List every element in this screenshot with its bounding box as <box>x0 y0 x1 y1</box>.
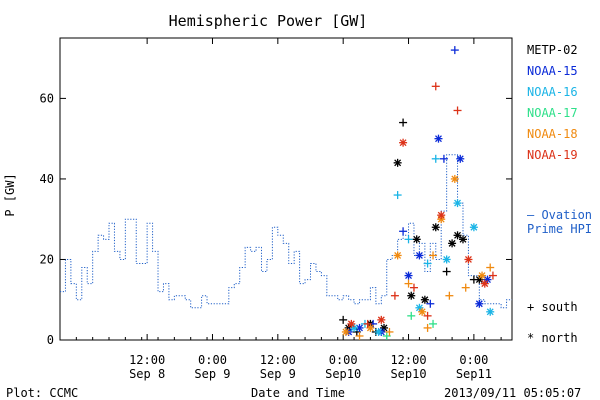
data-point-noaa-18 <box>385 327 394 336</box>
data-point-metp-02 <box>475 275 484 284</box>
data-point-noaa-18 <box>355 331 364 340</box>
chart-title: Hemispheric Power [GW] <box>169 12 368 30</box>
data-point-noaa-19 <box>399 138 408 147</box>
x-tick-label-date: Sep 9 <box>260 367 296 381</box>
data-point-metp-02 <box>393 158 402 167</box>
x-tick-label-time: 12:00 <box>390 353 426 367</box>
x-tick-label-time: 0:00 <box>198 353 227 367</box>
data-point-metp-02 <box>442 267 451 276</box>
legend-entry-noaa-19: NOAA-19 <box>527 148 578 162</box>
marker-key-south: + south <box>527 300 578 314</box>
y-tick-label: 0 <box>47 333 54 347</box>
plot-credit: Plot: CCMC <box>6 386 78 400</box>
data-point-noaa-16 <box>415 303 424 312</box>
legend-entry-noaa-15: NOAA-15 <box>527 64 578 78</box>
data-point-noaa-15 <box>450 46 459 55</box>
marker-key-north: * north <box>527 331 578 345</box>
x-tick-label-time: 0:00 <box>329 353 358 367</box>
data-point-noaa-16 <box>453 199 462 208</box>
x-tick-label-date: Sep10 <box>325 367 361 381</box>
data-point-noaa-16 <box>423 259 432 268</box>
data-point-noaa-19 <box>480 279 489 288</box>
ovation-hpi-line <box>60 154 512 309</box>
data-point-metp-02 <box>412 235 421 244</box>
data-point-metp-02 <box>431 223 440 232</box>
y-tick-label: 20 <box>40 252 54 266</box>
data-point-metp-02 <box>339 315 348 324</box>
data-point-noaa-19 <box>390 291 399 300</box>
y-axis-label: P [GW] <box>3 173 17 216</box>
data-point-noaa-18 <box>461 283 470 292</box>
data-point-noaa-15 <box>399 227 408 236</box>
data-point-noaa-18 <box>404 279 413 288</box>
x-tick-label-date: Sep 9 <box>194 367 230 381</box>
data-point-noaa-19 <box>423 311 432 320</box>
data-point-metp-02 <box>453 231 462 240</box>
data-point-metp-02 <box>407 291 416 300</box>
data-point-noaa-16 <box>393 191 402 200</box>
data-point-noaa-19 <box>431 82 440 91</box>
data-point-noaa-18 <box>366 323 375 332</box>
data-point-metp-02 <box>399 118 408 127</box>
data-point-noaa-15 <box>456 154 465 163</box>
data-point-noaa-18 <box>418 307 427 316</box>
data-point-noaa-16 <box>374 327 383 336</box>
data-point-metp-02 <box>380 323 389 332</box>
y-tick-label: 40 <box>40 172 54 186</box>
data-point-noaa-18 <box>445 291 454 300</box>
ovation-legend-line2: Prime HPI <box>527 222 593 236</box>
data-point-noaa-17 <box>429 319 438 328</box>
data-point-noaa-16 <box>486 307 495 316</box>
data-point-noaa-19 <box>363 319 372 328</box>
data-point-noaa-18 <box>478 271 487 280</box>
data-point-noaa-19 <box>437 211 446 220</box>
data-point-noaa-19 <box>453 106 462 115</box>
x-tick-label-time: 12:00 <box>260 353 296 367</box>
data-point-noaa-15 <box>483 275 492 284</box>
data-point-metp-02 <box>448 239 457 248</box>
data-point-noaa-19 <box>488 271 497 280</box>
data-point-noaa-16 <box>442 255 451 264</box>
data-point-noaa-15 <box>439 154 448 163</box>
legend-entry-noaa-16: NOAA-16 <box>527 85 578 99</box>
data-point-noaa-15 <box>404 271 413 280</box>
data-point-noaa-19 <box>347 319 356 328</box>
x-tick-label-date: Sep10 <box>390 367 426 381</box>
data-point-noaa-19 <box>377 315 386 324</box>
data-point-noaa-18 <box>450 174 459 183</box>
data-point-noaa-18 <box>341 327 350 336</box>
x-tick-label-time: 12:00 <box>129 353 165 367</box>
data-point-noaa-15 <box>415 251 424 260</box>
plot-frame <box>59 37 513 341</box>
data-point-metp-02 <box>458 235 467 244</box>
data-point-noaa-15 <box>475 299 484 308</box>
ovation-legend-line1: – Ovation <box>527 208 593 222</box>
data-point-metp-02 <box>420 295 429 304</box>
legend-entry-noaa-18: NOAA-18 <box>527 127 578 141</box>
y-tick-label: 60 <box>40 91 54 105</box>
data-point-noaa-19 <box>464 255 473 264</box>
legend-entry-noaa-17: NOAA-17 <box>527 106 578 120</box>
legend-entry-metp-02: METP-02 <box>527 43 578 57</box>
data-point-noaa-15 <box>434 134 443 143</box>
x-tick-label-date: Sep 8 <box>129 367 165 381</box>
plot-timestamp: 2013/09/11 05:05:07 <box>444 386 581 400</box>
data-point-noaa-15 <box>426 299 435 308</box>
data-point-noaa-19 <box>409 283 418 292</box>
data-point-noaa-18 <box>429 251 438 260</box>
data-point-noaa-18 <box>486 263 495 272</box>
x-axis-label: Date and Time <box>251 386 345 400</box>
data-point-noaa-16 <box>404 235 413 244</box>
data-point-noaa-18 <box>423 323 432 332</box>
x-tick-label-time: 0:00 <box>459 353 488 367</box>
data-point-noaa-16 <box>431 154 440 163</box>
data-point-noaa-18 <box>393 251 402 260</box>
data-point-metp-02 <box>352 327 361 336</box>
data-point-noaa-17 <box>407 311 416 320</box>
data-point-noaa-17 <box>382 331 391 340</box>
data-point-noaa-16 <box>469 223 478 232</box>
x-tick-label-date: Sep11 <box>456 367 492 381</box>
data-point-noaa-16 <box>350 323 359 332</box>
